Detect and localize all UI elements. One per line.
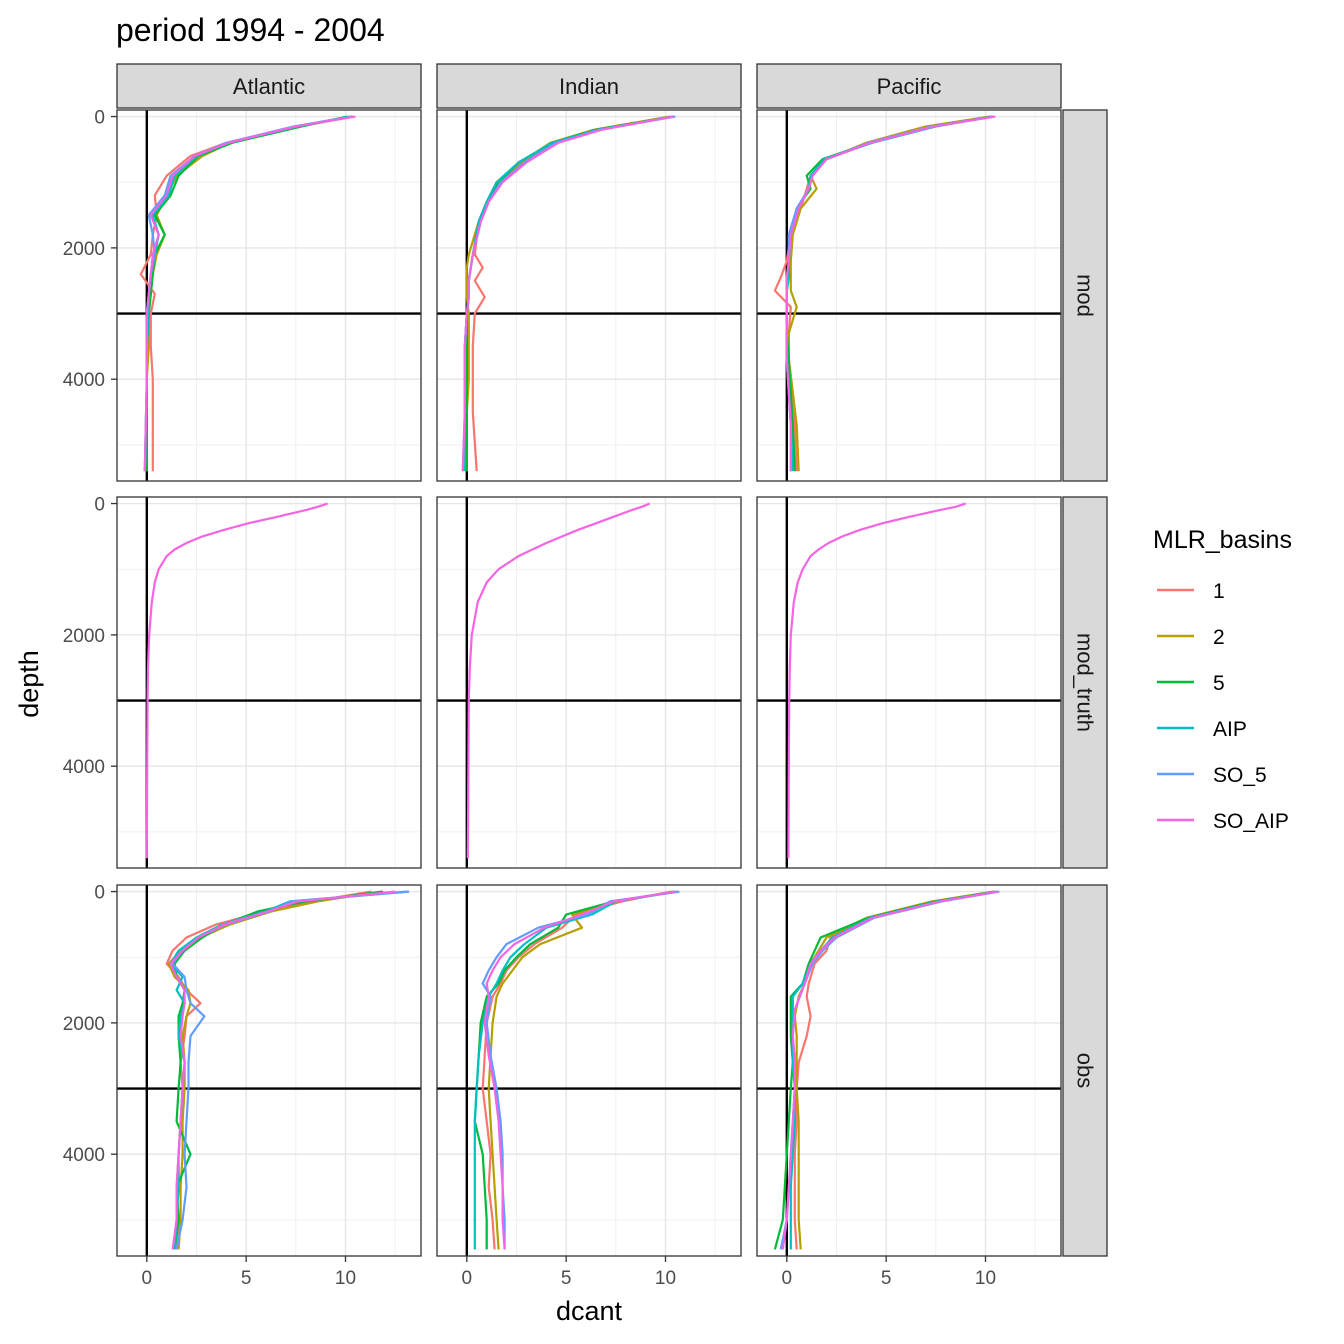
- x-axis-title: dcant: [556, 1296, 623, 1326]
- panel-border: [756, 109, 1062, 482]
- x-tick-label: 5: [241, 1268, 252, 1289]
- panel-border: [116, 109, 422, 482]
- chart-title: period 1994 - 2004: [116, 12, 385, 48]
- legend-title: MLR_basins: [1153, 526, 1292, 554]
- legend-label: 2: [1213, 626, 1225, 649]
- strip-mod_truth: [1062, 496, 1108, 869]
- panel-mod_truth-Indian: [437, 497, 741, 868]
- series-line-SO_AIP: [483, 890, 676, 1250]
- series-line-SO_AIP: [785, 115, 996, 472]
- legend-entry-AIP: AIP: [1157, 718, 1247, 741]
- x-tick-label: 10: [655, 1268, 676, 1289]
- strip-label-mod_truth: mod_truth: [1073, 633, 1098, 732]
- panel-border: [756, 496, 1062, 869]
- panel-background: [117, 110, 421, 481]
- panel-mod_truth-Pacific: [757, 497, 1061, 868]
- y-tick-label: 0: [94, 495, 105, 516]
- panel-mod-Atlantic: [117, 110, 421, 481]
- facet-panels: [116, 109, 1062, 1257]
- strip-label-Atlantic: Atlantic: [233, 74, 305, 99]
- panel-background: [757, 110, 1061, 481]
- panel-border: [436, 109, 742, 482]
- panel-background: [117, 497, 421, 868]
- x-tick-label: 5: [881, 1268, 892, 1289]
- series-line-SO_AIP: [169, 890, 396, 1250]
- panel-background: [437, 497, 741, 868]
- y-tick-label: 4000: [63, 1145, 105, 1166]
- y-tick-label: 2000: [63, 1014, 105, 1035]
- y-axis-title: depth: [14, 650, 44, 718]
- x-tick-label: 10: [335, 1268, 356, 1289]
- panel-border: [436, 496, 742, 869]
- panel-background: [437, 110, 741, 481]
- y-tick-label: 2000: [63, 239, 105, 260]
- strip-Indian: [436, 63, 742, 109]
- legend-entry-2: 2: [1157, 626, 1225, 649]
- panel-border: [436, 884, 742, 1257]
- legend-entries: 1 2 5 AIP SO_5 SO_AIP: [1157, 580, 1289, 833]
- legend-entry-5: 5: [1157, 672, 1225, 695]
- legend-label: SO_5: [1213, 764, 1267, 787]
- legend-entry-SO_AIP: SO_AIP: [1157, 810, 1289, 833]
- strip-Pacific: [756, 63, 1062, 109]
- series-line-SO_AIP: [781, 890, 998, 1250]
- legend-label: 1: [1213, 580, 1225, 603]
- y-tick-label: 0: [94, 108, 105, 129]
- strip-label-Indian: Indian: [559, 74, 619, 99]
- panel-border: [116, 884, 422, 1257]
- strip-Atlantic: [116, 63, 422, 109]
- panel-background: [757, 885, 1061, 1256]
- series-line-5: [773, 890, 996, 1250]
- panel-mod-Indian: [437, 110, 741, 481]
- y-tick-label: 4000: [63, 370, 105, 391]
- series-line-SO_AIP: [145, 502, 328, 859]
- panel-border: [116, 496, 422, 869]
- legend-label: 5: [1213, 672, 1225, 695]
- panel-obs-Pacific: [757, 885, 1061, 1256]
- series-line-SO_AIP: [787, 502, 966, 859]
- legend-label: SO_AIP: [1213, 810, 1289, 833]
- panel-background: [437, 885, 741, 1256]
- y-tick-label: 4000: [63, 757, 105, 778]
- panel-background: [117, 885, 421, 1256]
- panel-border: [756, 884, 1062, 1257]
- series-line-SO_AIP: [143, 115, 356, 472]
- strip-label-Pacific: Pacific: [877, 74, 942, 99]
- panel-background: [757, 497, 1061, 868]
- legend: MLR_basins 1 2 5 AIP SO_5 SO_AIP: [1153, 526, 1292, 833]
- legend-label: AIP: [1213, 718, 1247, 741]
- series-line-SO_AIP: [461, 115, 674, 472]
- legend-entry-1: 1: [1157, 580, 1225, 603]
- x-tick-label: 5: [561, 1268, 572, 1289]
- legend-entry-SO_5: SO_5: [1157, 764, 1267, 787]
- strip-label-obs: obs: [1073, 1053, 1098, 1088]
- x-tick-label: 0: [782, 1268, 793, 1289]
- strip-label-mod: mod: [1073, 274, 1098, 317]
- panel-obs-Atlantic: [117, 885, 421, 1256]
- series-line-SO_AIP: [466, 502, 651, 859]
- x-tick-label: 0: [142, 1268, 153, 1289]
- panel-mod_truth-Atlantic: [117, 497, 421, 868]
- panel-mod-Pacific: [757, 110, 1061, 481]
- y-tick-label: 0: [94, 883, 105, 904]
- panel-obs-Indian: [437, 885, 741, 1256]
- y-tick-label: 2000: [63, 626, 105, 647]
- strip-obs: [1062, 884, 1108, 1257]
- series-line-1: [481, 890, 672, 1250]
- x-tick-label: 0: [462, 1268, 473, 1289]
- axes: 0 2000 4000 0 2000 4000 0 2000 4000 0 5 10 0 5 10 0 5 10: [63, 108, 996, 1289]
- strip-mod: [1062, 109, 1108, 482]
- series-line-2: [487, 890, 674, 1250]
- x-tick-label: 10: [975, 1268, 996, 1289]
